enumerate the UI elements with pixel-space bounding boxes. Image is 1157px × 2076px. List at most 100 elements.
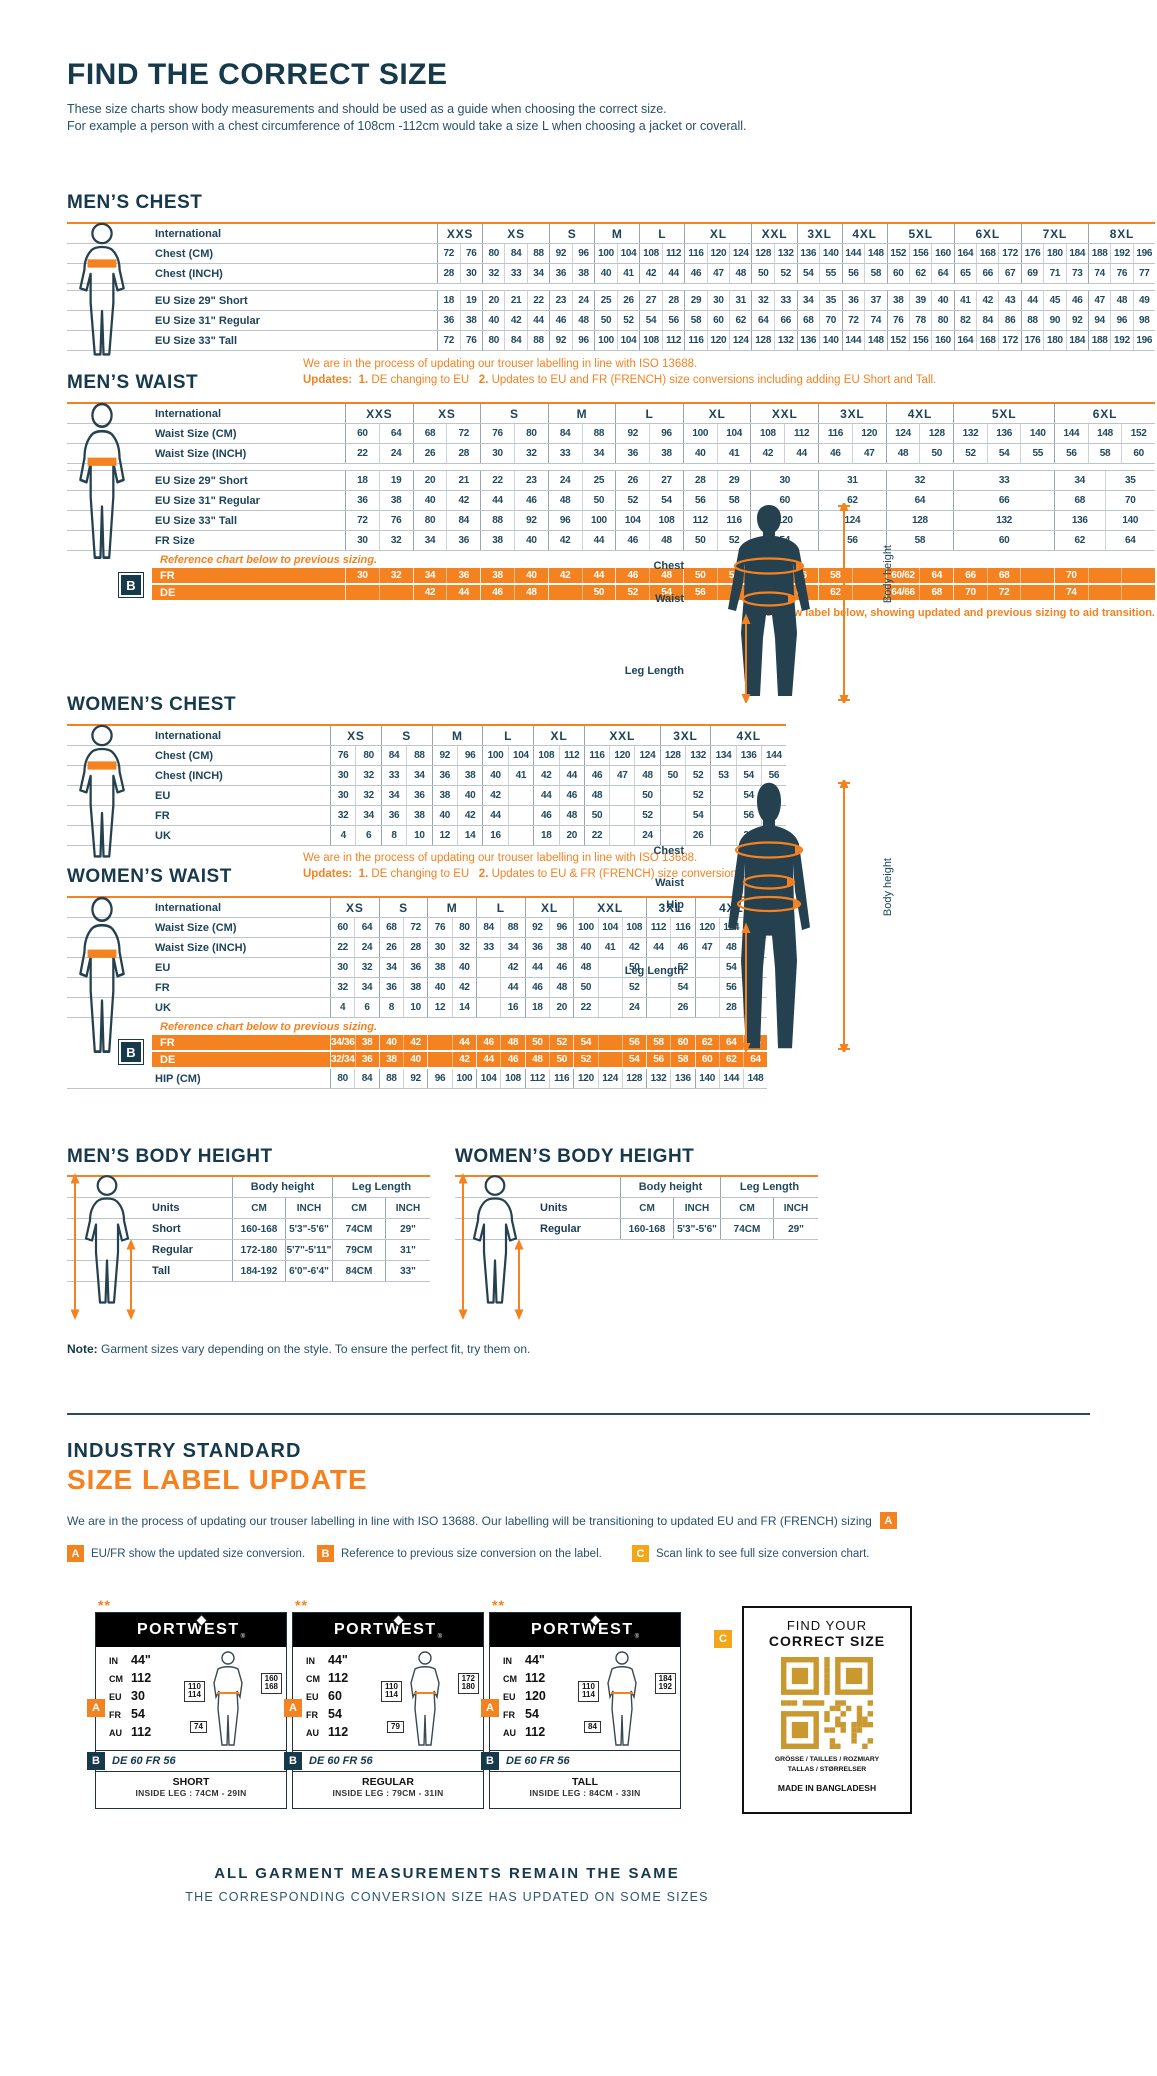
size-cell: 38 (492, 570, 503, 581)
row-label: EU Size 31" Regular (155, 314, 260, 327)
size-cell: 50 (919, 444, 953, 463)
size-cell: 40 (931, 291, 953, 310)
size-cell: 34 (526, 264, 549, 283)
size-cell: 56 (735, 806, 761, 825)
size-cell: 38 (386, 1054, 397, 1065)
size-cell: 76 (378, 511, 413, 530)
industry-heading: INDUSTRY STANDARD (67, 1440, 302, 1462)
section-divider (67, 1413, 1090, 1415)
size-cell: 46 (541, 810, 552, 821)
size-cell: 44 (492, 495, 503, 506)
row-label: FR (160, 1036, 175, 1049)
size-cell: 86 (998, 311, 1020, 330)
size-cell: 50 (634, 786, 659, 805)
size-cell: 46 (690, 268, 702, 279)
qr-line2: CORRECT SIZE (768, 1633, 886, 1649)
size-cell (1020, 568, 1054, 583)
size-cell: 92 (513, 511, 548, 530)
female-leg-label: Leg Length (624, 965, 684, 977)
size-cell: 58 (914, 535, 926, 546)
table-row: Chest (INCH) 28 30 32 33 34 36 38 40 41 42 44 46 47 48… (67, 264, 1155, 284)
size-cell: 30 (434, 942, 446, 953)
size-cell: 148 (1087, 424, 1122, 443)
intro-line-2: For example a person with a chest circum… (67, 119, 747, 133)
reference-note: Reference chart below to previous sizing… (160, 554, 377, 566)
size-cell: 64 (742, 1052, 767, 1067)
size-cell: 128 (912, 515, 928, 526)
size-cell: 29 (716, 471, 751, 490)
size-table-header: International XXS XS S M L XL XXL 3XL 4XL 5XL 6XL (67, 404, 1155, 424)
size-cell: 46 (549, 958, 573, 977)
table-row: FR 32 34 36 38 40 42 44 46 48 50 52 54 56 (67, 806, 786, 826)
size-cell: 64 (354, 918, 378, 937)
size-cell: 30 (357, 570, 368, 581)
size-cell: 41 (616, 264, 640, 283)
size-cell: 132 (962, 428, 979, 439)
table-row: HIP (CM) 80 84 88 92 96 100 104 108 112 116 120 124 1… (67, 1069, 767, 1089)
size-cell: 84 (976, 311, 998, 330)
size-cell: 48 (649, 568, 683, 583)
womens-waist-title: WOMEN’S WAIST (67, 866, 232, 887)
legend-badge-b: B (317, 1545, 334, 1562)
size-cell: 31 (847, 475, 858, 486)
size-cell: 24 (634, 826, 659, 845)
size-column-header: XXS (366, 406, 393, 421)
size-cell: 42 (500, 958, 524, 977)
row-label: Waist Size (CM) (155, 427, 237, 440)
size-cell: 30 (357, 535, 368, 546)
size-cell: 18 (532, 1002, 543, 1013)
size-cell: 136 (735, 746, 761, 765)
size-cell: 44 (558, 766, 584, 785)
size-cell: 64 (378, 424, 413, 443)
size-cell (597, 1052, 622, 1067)
size-cell: 36 (848, 295, 859, 306)
badge-b-icon: B (118, 572, 144, 598)
size-cell: 62 (701, 1037, 713, 1048)
size-cell (851, 568, 886, 583)
size-cell: 36 (357, 495, 368, 506)
size-cell: 34 (581, 444, 616, 463)
badge-b-icon: B (118, 1039, 144, 1065)
size-cell: 40 (439, 810, 451, 821)
badge-b-icon: B (87, 1752, 105, 1770)
qr-languages: GRÖSSE / TAILLES / ROZMIARY TALLAS / STØ… (774, 1756, 880, 1774)
size-cell: 54 (580, 1037, 592, 1048)
size-cell: 112 (529, 1073, 546, 1084)
size-cell: 36 (446, 568, 480, 583)
size-cell: 38 (492, 535, 503, 546)
size-cell: 40 (488, 315, 499, 326)
size-cell: 26 (670, 998, 694, 1017)
size-cell: 132 (996, 515, 1013, 526)
size-cell: 108 (621, 918, 646, 937)
size-cell: 52 (684, 766, 710, 785)
size-cell: 58 (653, 1037, 664, 1048)
size-cell: 88 (1027, 315, 1038, 326)
size-cell: 21 (446, 471, 480, 490)
size-cell: 41 (597, 938, 622, 957)
size-cell: 44 (661, 264, 685, 283)
row-label: Waist Size (INCH) (155, 447, 247, 460)
size-cell: 50 (591, 810, 603, 821)
size-cell: 60 (357, 428, 368, 439)
row-label: HIP (CM) (155, 1072, 201, 1085)
size-column-header: XS (347, 728, 365, 743)
row-label: Chest (INCH) (155, 769, 223, 782)
size-cell: 26 (627, 475, 638, 486)
size-cell: 80 (488, 248, 499, 259)
qr-code-icon[interactable] (781, 1657, 873, 1749)
size-cell: 176 (1024, 335, 1041, 346)
size-cell: 48 (634, 766, 659, 785)
card-size-rows: IN 44" CM 112 EU 120 FR 54 AU 112 (503, 1653, 546, 1739)
row-label: Waist Size (INCH) (155, 941, 247, 954)
womens-chest-title: WOMEN’S CHEST (67, 694, 237, 715)
size-cell: 156 (908, 244, 931, 263)
size-cell: 60 (706, 311, 729, 330)
size-cell: 48 (1110, 291, 1132, 310)
size-cell: 16 (500, 998, 524, 1017)
table-row: Chest (CM) 76 80 84 88 92 96 100 104 108 112 116 120… (67, 746, 786, 766)
size-cell: 33 (504, 264, 526, 283)
size-cell: 96 (1110, 311, 1132, 330)
size-cell: 42 (451, 1052, 476, 1067)
size-cell: 100 (451, 1069, 476, 1088)
